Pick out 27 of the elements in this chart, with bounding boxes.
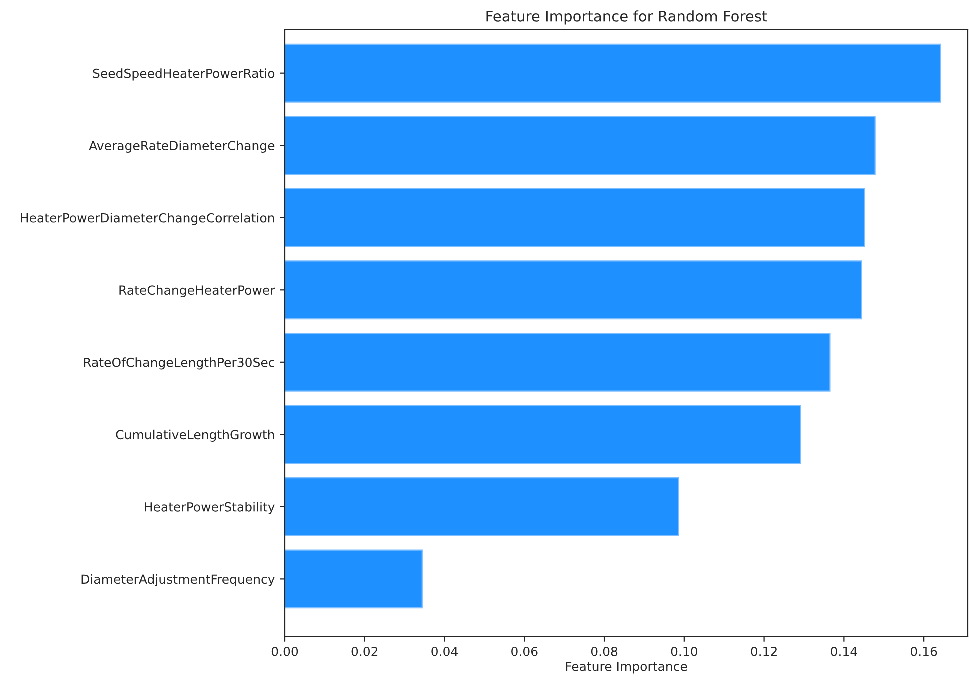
y-tick-label: RateOfChangeLengthPer30Sec	[84, 358, 274, 370]
y-tick-label: HeaterPowerDiameterChangeCorrelation	[21, 213, 274, 226]
y-tick-label: DiameterAdjustmentFrequency	[82, 574, 275, 587]
x-tick-label: 0.12	[751, 646, 777, 656]
chart-title: Feature Importance for Random Forest	[486, 10, 768, 25]
bar	[285, 550, 423, 609]
bar	[285, 116, 876, 176]
x-tick-label: 0.02	[352, 646, 378, 656]
x-tick-label: 0.06	[512, 646, 538, 656]
y-tick-label: RateChangeHeaterPower	[120, 285, 276, 298]
y-tick-label: HeaterPowerStability	[145, 502, 275, 514]
y-tick-label: SeedSpeedHeaterPowerRatio	[93, 68, 275, 81]
x-tick-label: 0.08	[591, 646, 618, 656]
x-tick-label: 0.14	[831, 646, 858, 656]
y-tick-label: AverageRateDiameterChange	[89, 140, 275, 153]
x-tick-label: 0.00	[272, 646, 298, 656]
bar	[285, 405, 802, 464]
bar	[285, 188, 866, 248]
x-tick-label: 0.04	[432, 646, 458, 656]
bar	[285, 44, 942, 103]
x-tick-label: 0.16	[910, 646, 938, 656]
y-tick-label: CumulativeLengthGrowth	[116, 430, 274, 442]
x-tick-label: 0.10	[671, 646, 698, 656]
x-axis-title: Feature Importance	[566, 662, 688, 674]
bar	[285, 260, 862, 320]
bar	[285, 477, 680, 536]
bar	[285, 332, 831, 392]
